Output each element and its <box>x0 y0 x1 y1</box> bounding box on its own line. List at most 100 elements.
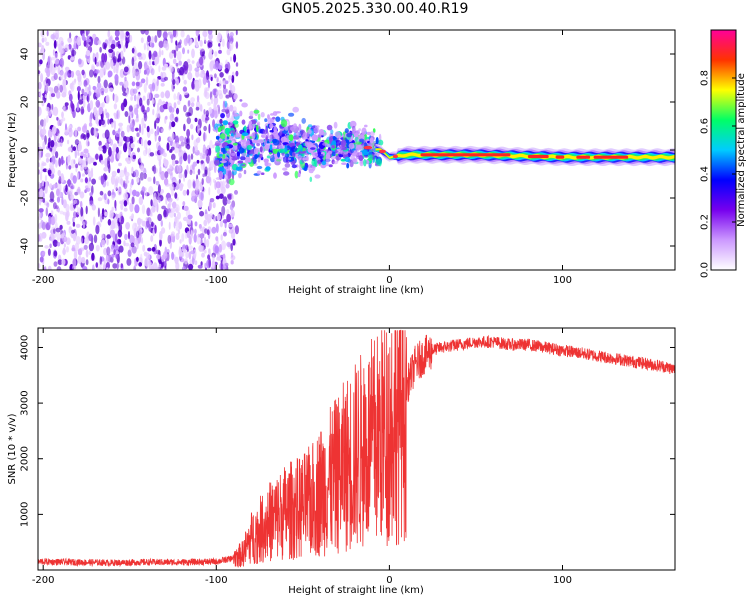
noise-speck <box>171 201 177 209</box>
noise-speckle <box>38 30 239 270</box>
noise-speck <box>108 146 112 157</box>
noise-speck <box>69 188 73 196</box>
noise-speck <box>188 263 194 270</box>
noise-speck <box>154 267 159 270</box>
noise-speck <box>52 125 57 135</box>
noise-speck <box>120 263 124 269</box>
noise-speck <box>218 43 221 47</box>
noise-speck <box>45 41 50 46</box>
noise-speck <box>175 107 180 115</box>
noise-speck <box>191 60 195 64</box>
noise-speck <box>184 258 188 265</box>
transition-blob <box>241 132 249 137</box>
noise-speck <box>110 175 116 185</box>
noise-speck <box>61 111 64 119</box>
noise-speck <box>115 130 121 138</box>
transition-blob <box>261 132 267 139</box>
noise-speck <box>164 63 169 68</box>
noise-speck <box>216 35 220 43</box>
noise-speck <box>102 263 106 270</box>
carrier-band-peak <box>527 154 549 159</box>
noise-speck <box>41 128 47 136</box>
noise-speck <box>202 30 208 37</box>
noise-speck <box>190 220 193 230</box>
noise-speck <box>142 173 147 179</box>
noise-speck <box>187 179 192 189</box>
noise-speck <box>160 71 163 79</box>
noise-speck <box>180 30 185 38</box>
noise-speck <box>38 234 41 242</box>
noise-speck <box>197 199 203 208</box>
noise-speck <box>182 86 188 92</box>
snr-xtick-label: 100 <box>553 575 572 586</box>
transition-blob <box>260 112 265 118</box>
noise-speck <box>171 71 175 80</box>
noise-speck <box>135 118 140 123</box>
noise-speck <box>230 252 234 258</box>
noise-speck <box>95 61 100 67</box>
noise-speck <box>112 56 117 64</box>
noise-speck <box>182 244 187 250</box>
noise-speck <box>46 202 50 208</box>
noise-speck <box>173 49 177 59</box>
noise-speck <box>47 128 53 138</box>
noise-speck <box>234 190 238 195</box>
noise-speck <box>143 69 147 75</box>
transition-blob <box>273 126 278 134</box>
transition-blob <box>327 144 331 148</box>
noise-speck <box>203 219 208 227</box>
noise-speck <box>203 109 206 115</box>
noise-speck <box>183 123 186 132</box>
noise-speck <box>88 233 93 242</box>
transition-blob <box>328 150 332 155</box>
noise-speck <box>151 42 155 48</box>
noise-speck <box>138 262 143 267</box>
transition-blob <box>349 159 354 168</box>
noise-speck <box>85 259 89 266</box>
noise-speck <box>107 70 113 78</box>
noise-speck <box>55 30 60 38</box>
spectrogram-xtick-label: 0 <box>386 275 392 286</box>
noise-speck <box>160 220 163 227</box>
noise-speck <box>118 222 123 233</box>
transition-blob <box>313 127 320 134</box>
transition-blob <box>228 178 235 186</box>
noise-speck <box>196 95 200 103</box>
transition-blob <box>291 164 297 169</box>
transition-blob <box>231 157 238 161</box>
noise-speck <box>69 32 72 39</box>
noise-speck <box>109 209 114 219</box>
noise-speck <box>124 242 130 247</box>
noise-speck <box>41 180 45 187</box>
noise-speck <box>83 79 88 88</box>
noise-speck <box>158 40 164 48</box>
noise-speck <box>211 226 217 234</box>
noise-speck <box>212 254 215 262</box>
noise-speck <box>108 36 112 42</box>
noise-speck <box>113 120 117 130</box>
spectrogram-ytick-label: -40 <box>20 238 31 254</box>
noise-speck <box>107 190 112 197</box>
transition-blob <box>282 156 289 163</box>
noise-speck <box>214 106 219 111</box>
carrier-band-peak <box>420 153 511 157</box>
noise-speck <box>71 184 75 190</box>
noise-speck <box>186 138 189 143</box>
noise-speck <box>104 42 108 49</box>
transition-blobs <box>214 99 384 189</box>
noise-speck <box>41 44 45 54</box>
noise-speck <box>69 226 72 231</box>
noise-speck <box>93 106 97 116</box>
noise-speck <box>228 75 231 83</box>
noise-speck <box>180 252 185 257</box>
noise-speck <box>97 197 103 202</box>
noise-speck <box>230 260 234 265</box>
noise-speck <box>67 146 73 152</box>
noise-speck <box>182 266 187 270</box>
noise-speck <box>100 175 105 185</box>
noise-speck <box>158 98 163 106</box>
noise-speck <box>227 194 232 201</box>
noise-speck <box>118 187 122 193</box>
noise-speck <box>136 177 140 183</box>
